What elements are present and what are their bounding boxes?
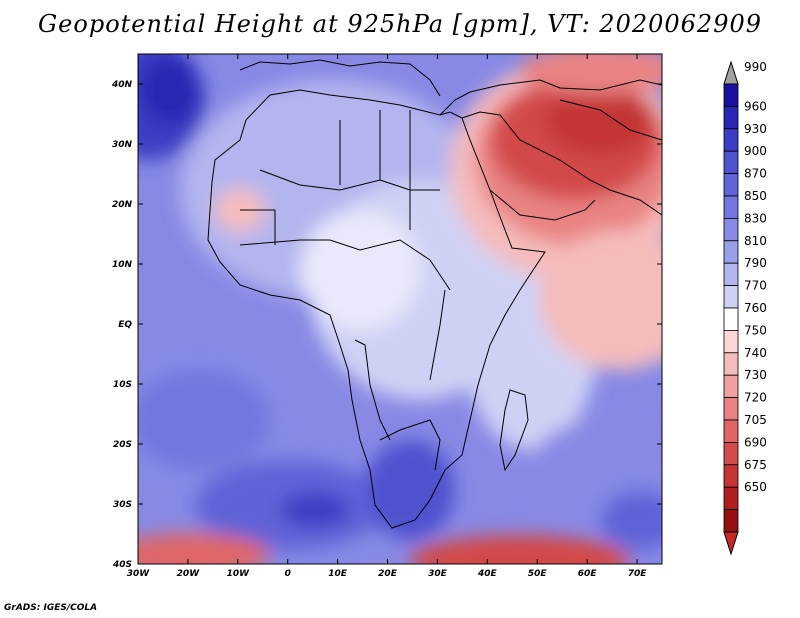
lon-label: 20E [378, 569, 398, 579]
colorbar-label: 740 [744, 346, 767, 360]
lat-label: 30S [113, 500, 132, 510]
lon-label: 30E [428, 569, 448, 579]
colorbar-swatch [723, 240, 739, 264]
colorbar: 990 960 930 900 870 850 830 810 790 770 760 750 740 7… [723, 60, 767, 556]
lon-label: 10E [328, 569, 348, 579]
lat-label: 10N [112, 260, 133, 270]
colorbar-swatch [723, 106, 739, 130]
colorbar-top-arrow [723, 60, 739, 85]
colorbar-label: 730 [744, 368, 767, 382]
longitude-labels: 30W 20W 10W 0 10E 20E 30E 40E 50E 60E 70E [127, 569, 647, 579]
colorbar-swatch [723, 262, 739, 287]
colorbar-label: 750 [744, 323, 767, 337]
colorbar-label: 760 [744, 301, 767, 315]
lon-label: 30W [127, 569, 151, 579]
lon-label: 40E [477, 569, 498, 579]
latitude-labels: 40N 30N 20N 10N EQ 10S 20S 30S 40S [111, 80, 133, 570]
colorbar-label: 690 [744, 435, 767, 449]
grads-credit: GrADS: IGES/COLA [4, 603, 98, 613]
colorbar-swatch [723, 150, 739, 174]
colorbar-swatch [723, 173, 739, 197]
lat-label: 20S [113, 440, 132, 450]
colorbar-swatch [723, 441, 739, 466]
colorbar-swatch [723, 83, 739, 107]
coastlines [207, 59, 662, 529]
colorbar-swatch [723, 374, 739, 399]
colorbar-swatch [723, 329, 739, 354]
colorbar-swatch [723, 509, 739, 533]
colorbar-swatch [723, 128, 739, 152]
colorbar-label: 830 [744, 211, 767, 225]
colorbar-label: 850 [744, 189, 767, 203]
colorbar-swatch [723, 285, 739, 309]
lat-label: 40N [111, 80, 133, 90]
colorbar-bottom-arrow [723, 531, 739, 556]
colorbar-swatch [723, 464, 739, 488]
colorbar-label: 870 [744, 167, 767, 181]
lat-label: 10S [113, 380, 132, 390]
colorbar-swatch [723, 307, 739, 331]
colorbar-swatch [723, 217, 739, 242]
colorbar-label: 810 [744, 234, 767, 248]
colorbar-swatch [723, 352, 739, 376]
lat-label: 20N [112, 200, 133, 210]
axis-ticks [137, 54, 662, 565]
colorbar-label: 900 [744, 144, 767, 158]
colorbar-label: 790 [744, 256, 767, 270]
lon-label: 0 [285, 569, 291, 579]
lon-label: 50E [528, 569, 548, 579]
colorbar-label: 720 [744, 391, 767, 405]
lon-label: 60E [578, 569, 598, 579]
colorbar-label: 930 [744, 122, 767, 136]
lon-label: 70E [628, 569, 648, 579]
lon-label: 10W [227, 569, 251, 579]
lat-label: 40S [112, 560, 132, 570]
colorbar-label: 650 [744, 480, 767, 494]
colorbar-swatch [723, 419, 739, 443]
plot-frame [137, 53, 663, 565]
lat-label: EQ [118, 320, 132, 330]
colorbar-swatch [723, 486, 739, 511]
height-field [138, 54, 662, 564]
colorbar-label: 960 [744, 99, 767, 113]
colorbar-label: 705 [744, 413, 767, 427]
colorbar-label: 675 [744, 458, 767, 472]
colorbar-swatch [723, 195, 739, 219]
lon-label: 20W [177, 569, 201, 579]
map-title: Geopotential Height at 925hPa [gpm], VT:… [38, 10, 762, 38]
colorbar-label: 990 [744, 60, 767, 74]
colorbar-label: 770 [744, 279, 767, 293]
colorbar-swatch [723, 397, 739, 421]
lat-label: 30N [112, 140, 133, 150]
